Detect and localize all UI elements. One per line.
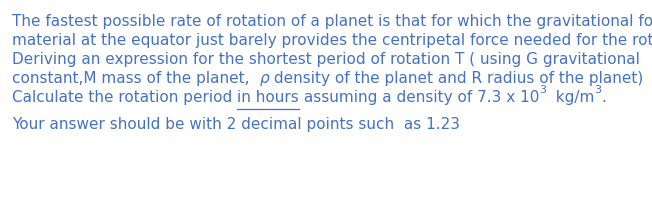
Text: .: . [602,90,606,105]
Text: in hours: in hours [237,90,299,105]
Text: ρ: ρ [259,71,269,86]
Text: constant,M mass of the planet,: constant,M mass of the planet, [12,71,259,86]
Text: The fastest possible rate of rotation of a planet is that for which the gravitat: The fastest possible rate of rotation of… [12,14,652,29]
Text: Calculate the rotation period: Calculate the rotation period [12,90,237,105]
Text: material at the equator just barely provides the centripetal force needed for th: material at the equator just barely prov… [12,33,652,48]
Text: Your answer should be with 2 decimal points such  as 1.23: Your answer should be with 2 decimal poi… [12,117,460,132]
Text: Deriving an expression for the shortest period of rotation T ( using G gravitati: Deriving an expression for the shortest … [12,52,640,67]
Text: density of the planet and R radius of the planet): density of the planet and R radius of th… [269,71,643,86]
Text: kg/m: kg/m [546,90,595,105]
Text: 3: 3 [595,85,602,95]
Text: assuming a density of 7.3 x 10: assuming a density of 7.3 x 10 [299,90,539,105]
Text: 3: 3 [539,85,546,95]
